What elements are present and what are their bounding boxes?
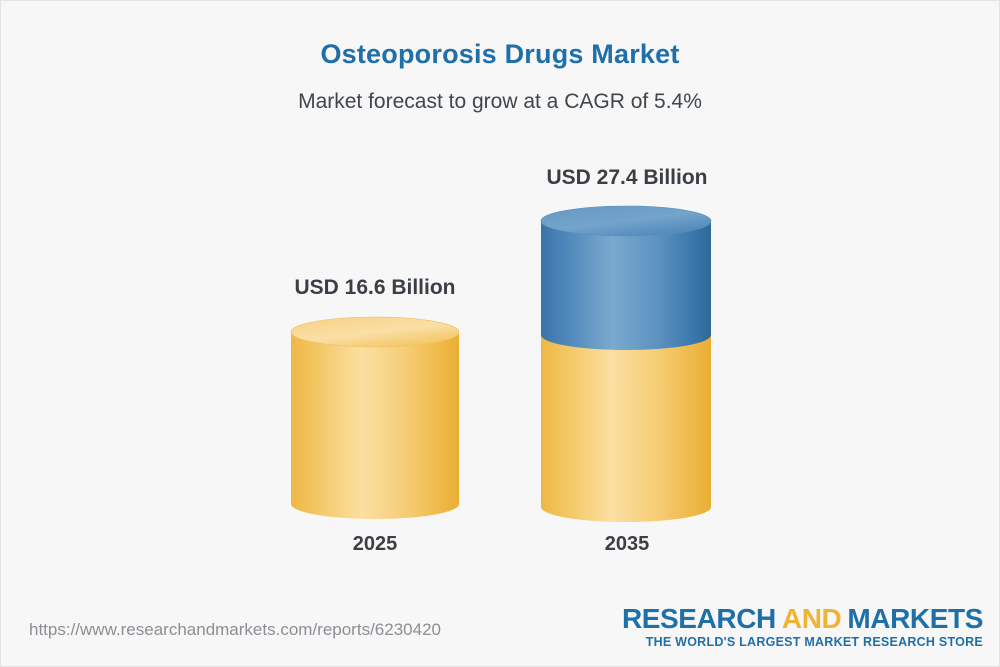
- logo-tagline: THE WORLD'S LARGEST MARKET RESEARCH STOR…: [645, 635, 983, 650]
- report-url-link[interactable]: https://www.researchandmarkets.com/repor…: [29, 620, 441, 639]
- logo-word-research: RESEARCH: [621, 603, 776, 634]
- bar-cylinder-2035[interactable]: [539, 201, 725, 526]
- category-label-2035: 2035: [604, 533, 650, 555]
- chart-subtitle: Market forecast to grow at a CAGR of 5.4…: [298, 90, 702, 113]
- page-title: Osteoporosis Drugs Market: [320, 39, 680, 69]
- bar-cylinder-2025[interactable]: [289, 313, 473, 523]
- research-and-markets-logo[interactable]: RESEARCH AND MARKETS THE WORLD'S LARGEST M…: [622, 604, 983, 650]
- value-label-2025: USD 16.6 Billion: [294, 276, 456, 299]
- footer: https://www.researchandmarkets.com/repor…: [1, 596, 999, 666]
- value-label-2035: USD 27.4 Billion: [546, 166, 708, 189]
- category-label-2025: 2025: [352, 533, 398, 555]
- logo-word-markets: MARKETS: [847, 603, 983, 634]
- logo-word-and: AND: [781, 603, 842, 634]
- logo-wordmark: RESEARCH AND MARKETS: [622, 604, 983, 633]
- plot-area: USD 16.6 Billion 2025: [1, 1, 999, 601]
